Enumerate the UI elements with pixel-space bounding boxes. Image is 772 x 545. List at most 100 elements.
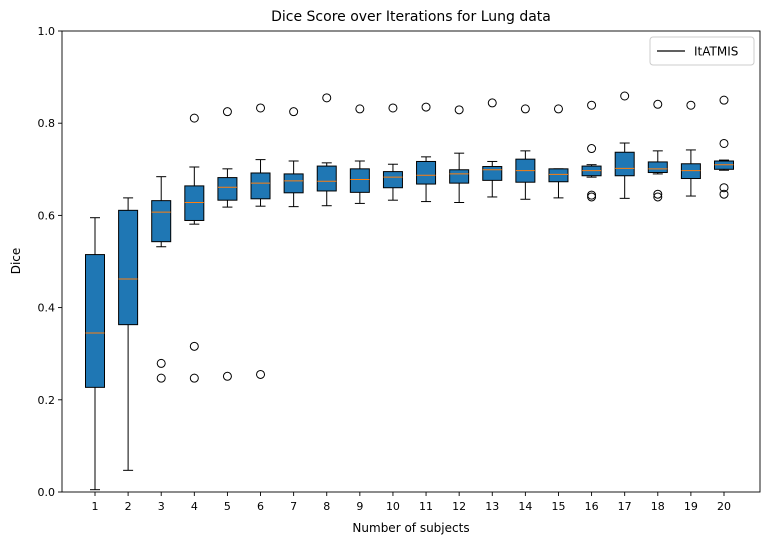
x-tick-label: 3: [158, 500, 165, 513]
box-item: [349, 104, 370, 204]
box-item: [614, 91, 635, 199]
chart-title: Dice Score over Iterations for Lung data: [271, 9, 551, 25]
outlier-point: [156, 373, 166, 383]
box-series: [85, 91, 734, 491]
box-item: [316, 93, 337, 207]
x-tick-label: 7: [290, 500, 297, 513]
box-item: [449, 105, 470, 203]
x-tick-label: 17: [618, 500, 632, 513]
box-item: [548, 104, 569, 199]
outlier-point: [653, 192, 663, 202]
x-tick-label: 10: [386, 500, 400, 513]
box-item: [118, 197, 139, 471]
iqr-box: [151, 200, 172, 243]
box-item: [581, 100, 602, 202]
outlier-point: [189, 113, 199, 123]
box-item: [515, 104, 536, 200]
x-tick-label: 16: [585, 500, 599, 513]
x-tick-label: 14: [518, 500, 532, 513]
outlier-point: [189, 373, 199, 383]
legend-label: ItATMIS: [694, 45, 738, 59]
outlier-point: [156, 358, 166, 368]
box-item: [283, 107, 304, 208]
x-tick-label: 19: [684, 500, 698, 513]
outlier-point: [421, 102, 431, 112]
x-axis-label: Number of subjects: [352, 521, 469, 535]
iqr-box: [349, 168, 370, 193]
legend-frame: [649, 36, 755, 66]
outlier-point: [256, 369, 266, 379]
iqr-box: [217, 177, 238, 201]
x-tick-label: 5: [224, 500, 231, 513]
outlier-point: [587, 144, 597, 154]
plot-frame: [61, 30, 761, 493]
outlier-point: [388, 103, 398, 113]
outlier-point: [222, 107, 232, 117]
outlier-point: [653, 99, 663, 109]
x-tick-label: 9: [356, 500, 363, 513]
outlier-point: [222, 371, 232, 381]
outlier-point: [322, 93, 332, 103]
outlier-point: [587, 100, 597, 110]
x-tick-label: 8: [323, 500, 330, 513]
box-item: [85, 217, 105, 491]
y-tick-label: 0.6: [38, 209, 56, 222]
box-item: [680, 100, 701, 197]
y-tick-label: 0.0: [38, 486, 56, 499]
outlier-point: [487, 98, 497, 108]
outlier-point: [719, 183, 729, 193]
outlier-point: [355, 104, 365, 114]
outlier-point: [719, 95, 729, 105]
outlier-point: [620, 91, 630, 101]
iqr-box: [449, 169, 470, 184]
x-tick-label: 1: [92, 500, 99, 513]
x-tick-label: 20: [717, 500, 731, 513]
iqr-box: [416, 160, 437, 185]
box-item: [482, 98, 503, 198]
box-item: [151, 176, 172, 383]
outlier-point: [189, 341, 199, 351]
outlier-point: [553, 104, 563, 114]
iqr-box: [283, 173, 304, 194]
outlier-point: [719, 189, 729, 199]
outlier-point: [719, 138, 729, 148]
iqr-box: [85, 254, 105, 388]
outlier-point: [653, 189, 663, 199]
box-item: [217, 107, 238, 381]
box-item: [382, 103, 403, 201]
box-item: [184, 113, 205, 383]
x-tick-label: 6: [257, 500, 264, 513]
outlier-point: [454, 105, 464, 115]
box-item: [250, 103, 271, 379]
y-tick-label: 0.2: [38, 394, 56, 407]
iqr-box: [382, 171, 403, 189]
iqr-box: [250, 172, 271, 200]
x-tick-label: 18: [651, 500, 665, 513]
outlier-point: [289, 107, 299, 117]
iqr-box: [647, 161, 668, 174]
legend: ItATMIS: [649, 36, 755, 66]
box-item: [416, 102, 437, 203]
x-tick-label: 15: [551, 500, 565, 513]
iqr-box: [184, 185, 205, 221]
outlier-point: [520, 104, 530, 114]
iqr-box: [614, 151, 635, 177]
y-tick-label: 0.8: [38, 117, 56, 130]
box-item: [647, 99, 668, 202]
outlier-point: [686, 100, 696, 110]
x-tick-label: 12: [452, 500, 466, 513]
iqr-box: [316, 165, 337, 192]
y-axis: 0.0 0.2 0.4 0.6 0.8 1.0: [38, 25, 62, 499]
iqr-box: [118, 209, 139, 326]
x-tick-label: 13: [485, 500, 499, 513]
x-tick-label: 11: [419, 500, 433, 513]
outlier-point: [256, 103, 266, 113]
y-axis-label: Dice: [9, 248, 23, 275]
x-tick-label: 4: [191, 500, 198, 513]
y-tick-label: 1.0: [38, 25, 56, 38]
x-axis: 1 2 3 4 5 6 7 8 9 10 11 12 13 14 15 16 17 18 19 20: [92, 492, 731, 513]
x-tick-label: 2: [125, 500, 132, 513]
y-tick-label: 0.4: [38, 302, 56, 315]
iqr-box: [482, 166, 503, 181]
